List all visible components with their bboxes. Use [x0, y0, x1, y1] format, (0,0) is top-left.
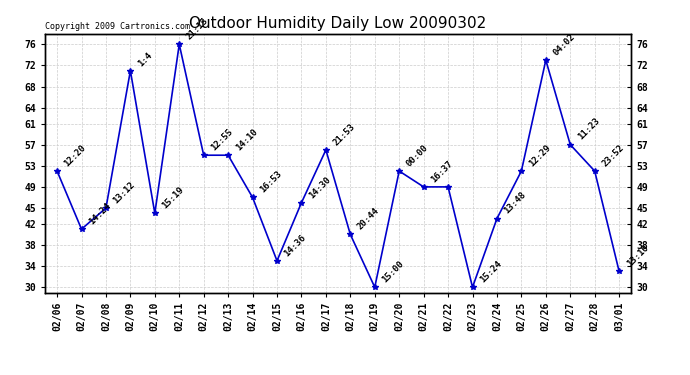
- Text: 15:19: 15:19: [160, 185, 186, 210]
- Title: Outdoor Humidity Daily Low 20090302: Outdoor Humidity Daily Low 20090302: [190, 16, 486, 31]
- Text: 14:10: 14:10: [234, 127, 259, 152]
- Text: 1:4: 1:4: [136, 50, 154, 68]
- Text: 14:36: 14:36: [283, 232, 308, 258]
- Text: 12:55: 12:55: [209, 127, 235, 152]
- Text: 21:15: 21:15: [185, 16, 210, 42]
- Text: 00:00: 00:00: [405, 143, 430, 168]
- Text: 12:20: 12:20: [63, 143, 88, 168]
- Text: 13:48: 13:48: [502, 190, 528, 216]
- Text: 20:44: 20:44: [356, 206, 382, 232]
- Text: 14:24: 14:24: [87, 201, 112, 226]
- Text: 15:24: 15:24: [478, 259, 504, 285]
- Text: 14:30: 14:30: [307, 175, 333, 200]
- Text: 16:37: 16:37: [429, 159, 455, 184]
- Text: 16:53: 16:53: [258, 169, 284, 195]
- Text: 23:52: 23:52: [600, 143, 626, 168]
- Text: 15:00: 15:00: [380, 259, 406, 285]
- Text: 04:02: 04:02: [551, 32, 577, 57]
- Text: 13:12: 13:12: [112, 180, 137, 205]
- Text: 11:23: 11:23: [576, 117, 601, 142]
- Text: 13:10: 13:10: [624, 243, 650, 268]
- Text: 12:29: 12:29: [527, 143, 552, 168]
- Text: Copyright 2009 Cartronics.com: Copyright 2009 Cartronics.com: [45, 22, 190, 31]
- Text: 21:53: 21:53: [331, 122, 357, 147]
